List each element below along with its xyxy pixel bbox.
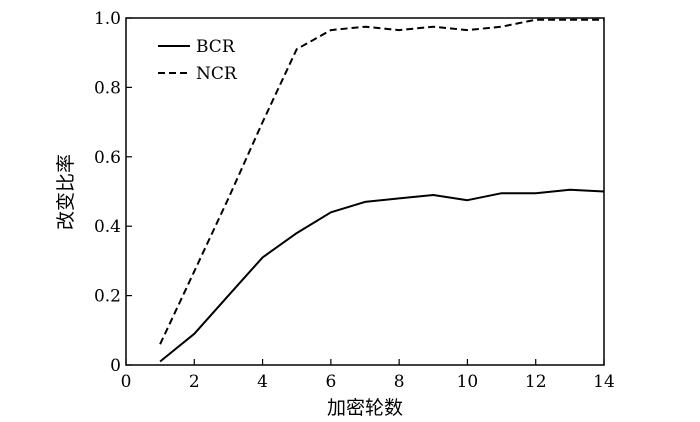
y-axis-label: 改变比率: [55, 154, 77, 230]
legend-label-ncr: NCR: [196, 64, 238, 84]
y-tick-label: 0.2: [94, 287, 121, 307]
y-tick-label: 0: [110, 356, 121, 376]
x-tick-label: 8: [394, 372, 405, 392]
x-tick-label: 4: [257, 372, 268, 392]
y-tick-label: 0.6: [94, 148, 121, 168]
x-tick-label: 12: [525, 372, 547, 392]
plot-lines: [159, 18, 605, 363]
y-tick-label: 0.8: [94, 78, 121, 98]
x-tick-label: 2: [189, 372, 200, 392]
legend-label-bcr: BCR: [196, 37, 236, 57]
y-tick-label: 0.4: [94, 217, 121, 237]
series-line-bcr: [159, 188, 605, 363]
x-tick-label: 0: [121, 372, 132, 392]
x-axis: 0 2 4 6 8 10 12 14: [121, 359, 615, 392]
x-tick-label: 6: [325, 372, 336, 392]
plot-frame: [125, 17, 605, 366]
legend: BCR NCR: [158, 37, 238, 84]
x-tick-label: 10: [457, 372, 479, 392]
x-axis-label: 加密轮数: [327, 397, 403, 419]
x-tick-label: 14: [593, 372, 615, 392]
y-tick-label: 1.0: [94, 9, 121, 29]
series-line-ncr: [159, 18, 604, 345]
y-axis: 0 0.2 0.4 0.6 0.8 1.0: [94, 9, 132, 376]
